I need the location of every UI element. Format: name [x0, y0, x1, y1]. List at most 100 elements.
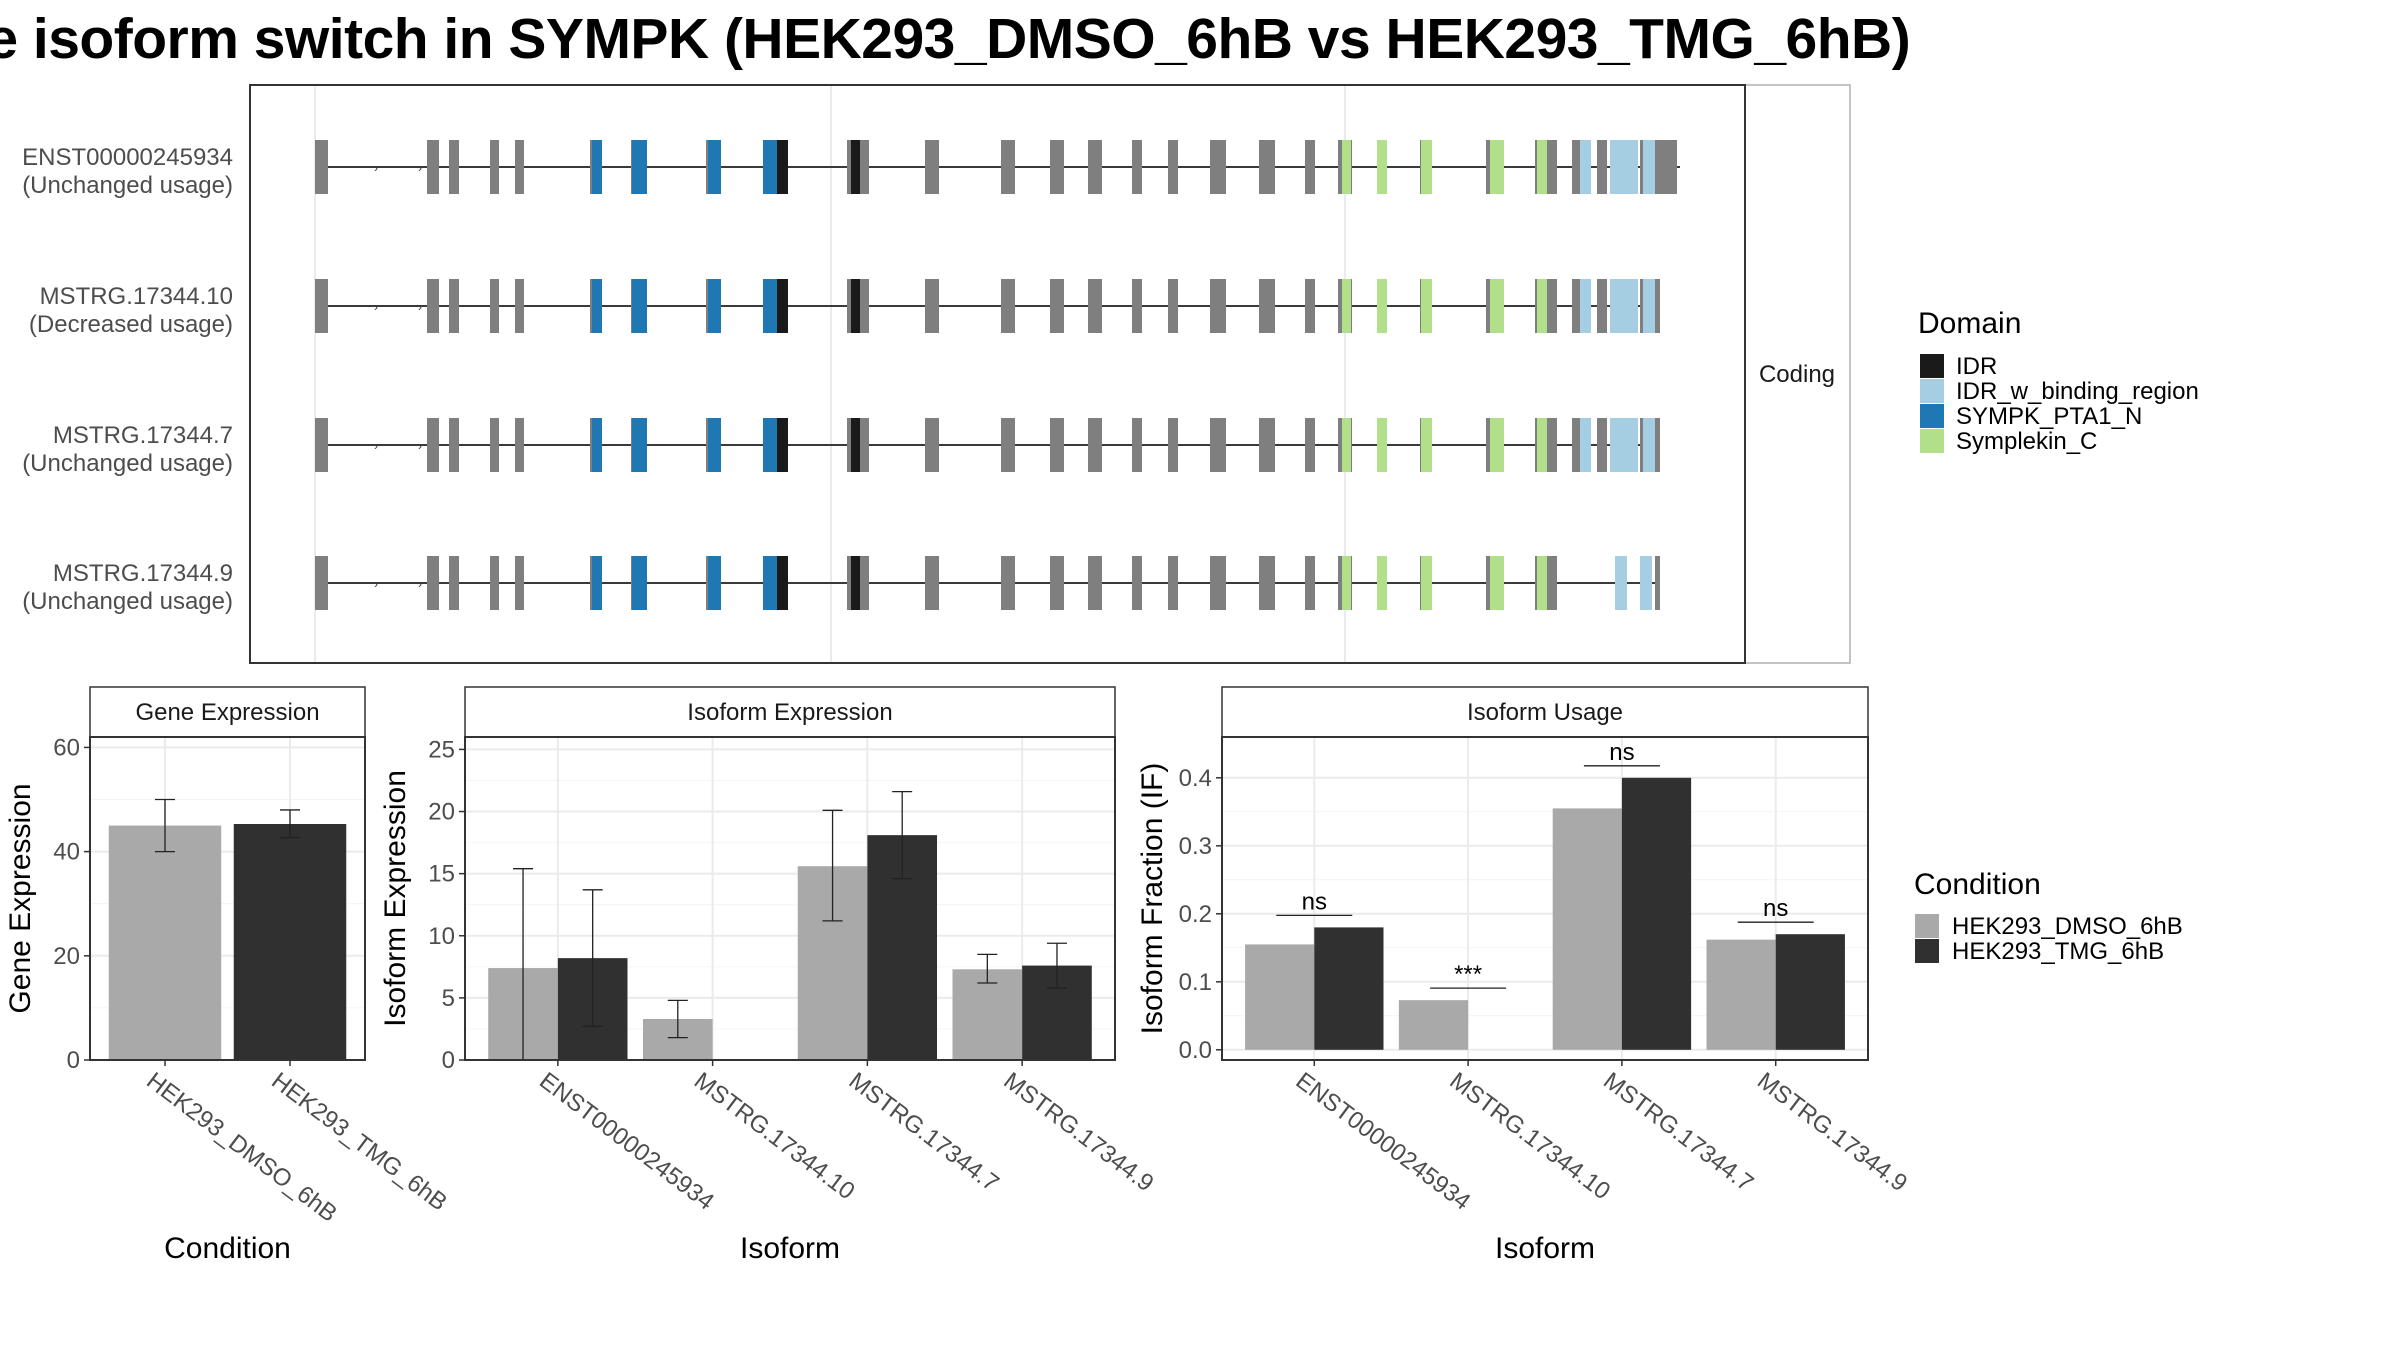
isoform-usage-label: (Decreased usage)	[29, 311, 233, 338]
exon-block	[490, 279, 499, 333]
exon-block	[1597, 418, 1607, 472]
exon-block	[859, 556, 869, 610]
exon-block	[449, 418, 459, 472]
utr-block	[315, 556, 328, 610]
domain-block-symplekin-c	[1537, 556, 1547, 610]
domain-block-idr-w-binding-region	[1610, 140, 1638, 194]
domain-block-idr-w-binding-region	[1580, 279, 1591, 333]
exon-block	[1050, 556, 1064, 610]
bar	[1398, 1000, 1469, 1050]
domain-block-sympk-pta1-n	[763, 418, 777, 472]
utr-block	[315, 140, 328, 194]
domain-block-symplekin-c	[1342, 279, 1351, 333]
bar	[108, 825, 222, 1060]
x-tick-label: MSTRG.17344.10	[1444, 1067, 1615, 1205]
isoform-name-label: ENST00000245934	[22, 144, 233, 171]
exon-block	[1050, 418, 1064, 472]
exon-block	[925, 418, 939, 472]
panel-strip-label: Isoform Expression	[687, 699, 892, 726]
significance-label: ns	[1302, 888, 1327, 915]
exon-block	[1547, 140, 1557, 194]
exon-block	[1305, 418, 1315, 472]
x-tick-label: MSTRG.17344.9	[999, 1067, 1159, 1197]
domain-block-symplekin-c	[1377, 556, 1387, 610]
exon-block	[859, 279, 869, 333]
domain-block-idr-w-binding-region	[1610, 418, 1638, 472]
direction-arrow: ›	[374, 161, 378, 175]
bar	[1706, 939, 1776, 1050]
domain-block-sympk-pta1-n	[592, 418, 602, 472]
exon-block	[1168, 556, 1178, 610]
exon-block	[859, 418, 869, 472]
domain-block-idr-w-binding-region	[1580, 140, 1591, 194]
y-tick-label: 0.0	[1179, 1037, 1212, 1064]
bar	[1775, 934, 1845, 1050]
domain-block-symplekin-c	[1377, 140, 1387, 194]
exon-block	[427, 140, 439, 194]
domain-block-sympk-pta1-n	[708, 556, 721, 610]
x-tick-label: MSTRG.17344.7	[1598, 1067, 1758, 1197]
exon-block	[427, 279, 439, 333]
domain-block-symplekin-c	[1490, 556, 1504, 610]
domain-block-sympk-pta1-n	[708, 418, 721, 472]
domain-block-symplekin-c	[1421, 279, 1432, 333]
y-tick-label: 60	[53, 734, 80, 761]
domain-block-idr	[851, 418, 860, 472]
isoform-structure-panel: Coding› ›ENST00000245934(Unchanged usage)…	[22, 84, 1851, 664]
legend-swatch-idr-w-binding-region	[1920, 379, 1944, 403]
utr-block	[1655, 279, 1660, 333]
bar	[233, 824, 347, 1060]
domain-block-symplekin-c	[1537, 140, 1547, 194]
exon-block	[1088, 418, 1102, 472]
direction-arrow: ›	[374, 439, 378, 453]
bar	[1552, 808, 1622, 1050]
y-tick-label: 5	[442, 985, 455, 1012]
structure-strip	[1744, 84, 1851, 664]
condition-legend-title: Condition	[1914, 868, 2041, 901]
exon-block	[1168, 418, 1178, 472]
direction-arrow: ›	[418, 300, 422, 314]
bar	[1621, 777, 1692, 1050]
direction-arrow: ›	[418, 439, 422, 453]
exon-block	[1547, 556, 1557, 610]
utr-block	[315, 418, 328, 472]
isoform-row: › › MSTRG.17344.9(Unchanged usage)	[22, 556, 1660, 615]
exon-block	[515, 279, 524, 333]
y-tick-label: 10	[428, 923, 455, 950]
legend-swatch-sympk-pta1-n	[1920, 404, 1944, 428]
legend-label: HEK293_TMG_6hB	[1952, 938, 2164, 965]
panel-strip-label: Gene Expression	[135, 699, 319, 726]
exon-block	[925, 140, 939, 194]
domain-block-symplekin-c	[1342, 418, 1351, 472]
exon-block	[1168, 140, 1178, 194]
panel-border	[1221, 736, 1869, 1061]
domain-block-idr	[777, 279, 788, 333]
legend-swatch-condition	[1915, 914, 1939, 938]
domain-legend-title: Domain	[1918, 307, 2021, 340]
exon-block	[1050, 140, 1064, 194]
exon-block	[515, 556, 524, 610]
domain-legend: Domain IDRIDR_w_binding_regionSYMPK_PTA1_…	[1918, 307, 2199, 455]
isoform-row: › › MSTRG.17344.7(Unchanged usage)	[22, 418, 1660, 477]
domain-block-sympk-pta1-n	[632, 418, 647, 472]
isoform-usage-panel: Isoform Usagens***nsns0.00.10.20.30.4ENS…	[1136, 686, 1912, 1265]
significance-label: ***	[1454, 961, 1482, 988]
exon-block	[925, 556, 939, 610]
y-tick-label: 0.4	[1179, 765, 1212, 792]
domain-block-sympk-pta1-n	[708, 279, 721, 333]
exon-block	[515, 140, 524, 194]
domain-block-sympk-pta1-n	[708, 140, 721, 194]
exon-block	[1259, 556, 1275, 610]
domain-block-symplekin-c	[1377, 418, 1387, 472]
y-tick-label: 0	[67, 1047, 80, 1074]
exon-block	[1305, 279, 1315, 333]
exon-block	[1259, 140, 1275, 194]
structure-panel-border	[249, 84, 1746, 664]
y-tick-label: 0.3	[1179, 833, 1212, 860]
domain-block-sympk-pta1-n	[592, 140, 602, 194]
exon-block	[449, 279, 459, 333]
domain-block-symplekin-c	[1537, 279, 1547, 333]
y-tick-label: 0.1	[1179, 969, 1212, 996]
y-tick-label: 15	[428, 861, 455, 888]
domain-block-symplekin-c	[1490, 418, 1504, 472]
